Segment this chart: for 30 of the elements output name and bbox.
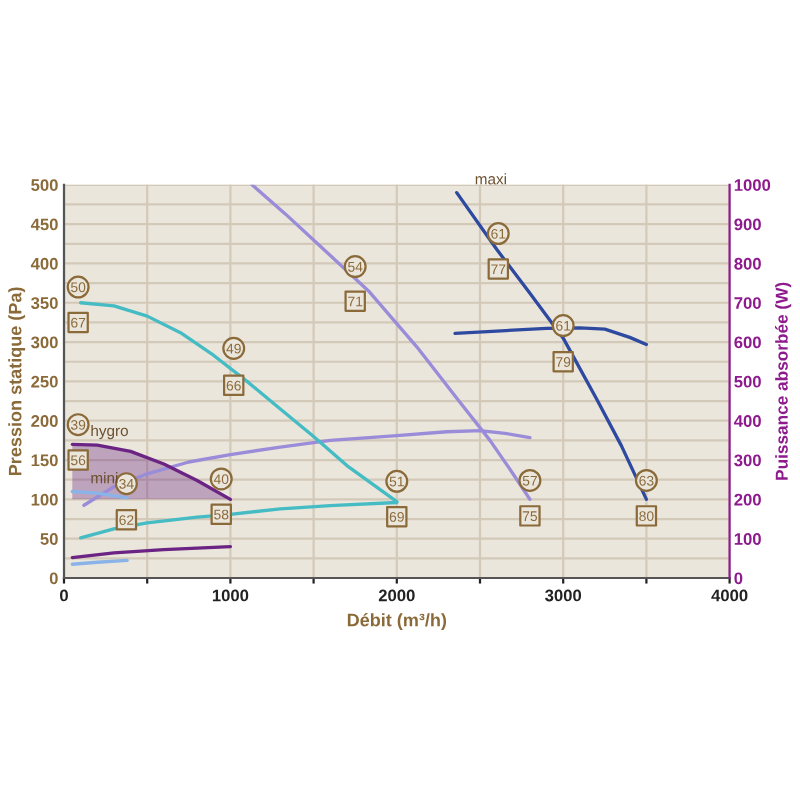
y-tick-label: 0 <box>49 572 58 585</box>
y-tick-label: 500 <box>31 179 58 191</box>
y2-tick-label: 400 <box>734 415 761 427</box>
y2-tick-label: 800 <box>734 257 761 270</box>
y2-tick-label: 600 <box>734 336 761 349</box>
x-tick-label: 1000 <box>212 589 249 602</box>
y-tick-label: 450 <box>30 218 58 231</box>
y2-tick-label: 200 <box>734 493 761 506</box>
y2-tick-label: 100 <box>734 533 761 545</box>
y-tick-label: 300 <box>31 336 58 349</box>
x-tick-label: 4000 <box>711 589 748 602</box>
y-tick-label: 400 <box>30 257 58 270</box>
x-tick-label: 0 <box>60 589 68 602</box>
y-tick-label: 100 <box>31 493 58 506</box>
x-tick-label: 2000 <box>378 589 415 602</box>
y2-tick-label: 500 <box>734 375 761 388</box>
y-tick-label: 150 <box>31 454 58 467</box>
y2-tick-label: 0 <box>734 572 743 585</box>
y-axis-title: Pression statique (Pa) <box>8 287 26 475</box>
y2-tick-label: 300 <box>734 454 761 467</box>
y-tick-label: 250 <box>31 375 58 388</box>
y2-tick-label: 900 <box>734 218 761 231</box>
y2-tick-label: 700 <box>734 297 761 309</box>
y-tick-label: 200 <box>31 415 58 427</box>
x-tick-label: 3000 <box>545 589 582 602</box>
y2-axis-title: Puissance absorbée (W) <box>775 282 792 480</box>
y-tick-label: 350 <box>31 297 58 309</box>
x-axis-title: Débit (m³/h) <box>347 612 447 630</box>
y2-tick-label: 1000 <box>734 179 771 191</box>
y-tick-label: 50 <box>40 533 58 545</box>
